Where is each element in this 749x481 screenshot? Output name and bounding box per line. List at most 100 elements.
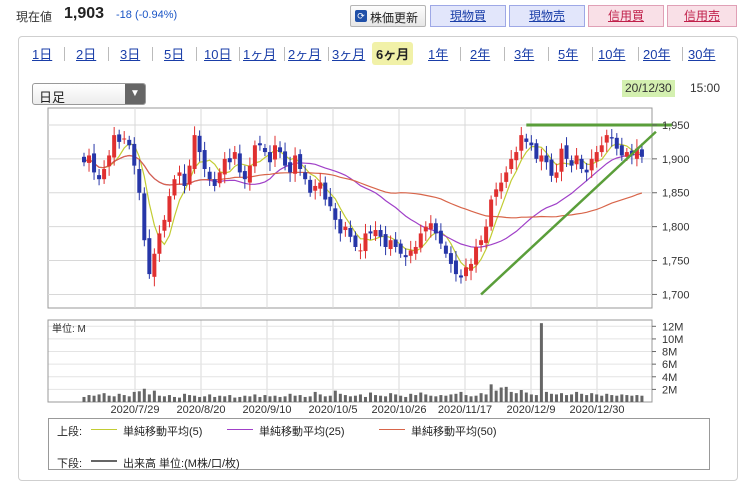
date-tick-label: 2020/10/26 — [371, 404, 426, 416]
candle-body — [293, 155, 298, 174]
candle-body — [333, 208, 338, 220]
tab-3m[interactable]: 3ヶ月 — [332, 47, 366, 62]
volume-bar — [323, 396, 327, 402]
volume-bar — [640, 395, 644, 402]
legend-ma50: 単純移動平均(50) — [411, 426, 497, 438]
tab-divider — [504, 47, 505, 61]
refresh-price-button[interactable]: ⟳ 株価更新 — [350, 5, 426, 27]
candle-body — [167, 196, 172, 222]
trend-lines — [480, 123, 672, 296]
candle-body — [433, 223, 438, 234]
volume-bar — [188, 395, 192, 402]
price-tick-label: 1,850 — [662, 188, 690, 200]
candle-body — [514, 152, 519, 161]
tab-1m[interactable]: 1ヶ月 — [243, 47, 277, 62]
price-tick-label: 1,700 — [662, 289, 690, 301]
candle-body — [443, 245, 448, 254]
volume-bar — [389, 393, 393, 402]
tab-30y[interactable]: 30年 — [688, 47, 716, 62]
candle-body — [127, 139, 132, 146]
candle-body — [92, 153, 97, 173]
candle-body — [408, 250, 413, 256]
candle-body — [313, 185, 318, 191]
volume-bar — [539, 323, 543, 402]
tab-5y[interactable]: 5年 — [558, 47, 579, 62]
candle-body — [187, 165, 192, 185]
candle-body — [489, 199, 494, 227]
volume-bar — [554, 394, 558, 402]
candle-body — [102, 169, 107, 180]
candle-body — [499, 182, 504, 192]
tab-2m[interactable]: 2ヶ月 — [288, 47, 322, 62]
volume-bar — [243, 395, 247, 402]
volume-bar — [348, 396, 352, 402]
candle-body — [428, 223, 433, 230]
tab-divider — [239, 47, 240, 61]
candle-body — [579, 158, 584, 170]
candle-body — [574, 155, 579, 165]
margin-sell-button[interactable]: 信用売 — [667, 5, 737, 27]
volume-bar — [399, 395, 403, 402]
price-tick-label: 1,950 — [662, 120, 690, 132]
volume-bar — [343, 395, 347, 402]
candle-body — [137, 169, 142, 193]
tab-divider — [682, 47, 683, 61]
candle-body — [624, 152, 629, 157]
tab-5d[interactable]: 5日 — [164, 47, 185, 62]
volume-bar — [374, 395, 378, 402]
tab-3y[interactable]: 3年 — [514, 47, 535, 62]
tab-divider — [64, 47, 65, 61]
volume-bar — [353, 395, 357, 402]
tab-2y[interactable]: 2年 — [470, 47, 491, 62]
cash-sell-button[interactable]: 現物売 — [509, 5, 585, 27]
candle-body — [212, 179, 217, 186]
candle-body — [207, 171, 212, 180]
candle-body — [222, 158, 227, 175]
candle-body — [594, 152, 599, 162]
volume-bar — [454, 393, 458, 402]
tab-10d[interactable]: 10日 — [204, 47, 232, 62]
volume-bar — [444, 395, 448, 402]
volume-bar — [469, 396, 473, 402]
tab-6m[interactable]: 6ヶ月 — [372, 42, 414, 65]
last-time: 15:00 — [690, 81, 721, 95]
volume-bar — [504, 386, 508, 402]
tab-1y[interactable]: 1年 — [428, 47, 449, 62]
candle-body — [554, 172, 559, 178]
volume-tick-label: 8M — [662, 347, 677, 359]
candlesticks — [82, 126, 644, 287]
tab-20y[interactable]: 20年 — [643, 47, 671, 62]
cash-buy-button[interactable]: 現物買 — [430, 5, 506, 27]
candle-body — [107, 155, 112, 167]
interval-select[interactable]: 日足 ▼ — [32, 83, 146, 105]
legend-ma5: 単純移動平均(5) — [123, 426, 203, 438]
tab-1d[interactable]: 1日 — [32, 47, 53, 62]
candle-body — [589, 158, 594, 171]
volume-bar — [534, 395, 538, 402]
candle-body — [423, 226, 428, 232]
volume-bar — [524, 392, 528, 402]
legend-ma50-swatch — [379, 429, 405, 430]
volume-bar — [203, 396, 207, 402]
tab-10y[interactable]: 10年 — [598, 47, 626, 62]
candle-body — [559, 148, 564, 172]
candle-body — [398, 243, 403, 254]
chevron-down-icon[interactable]: ▼ — [125, 84, 145, 104]
candle-body — [539, 155, 544, 162]
price-tick-label: 1,900 — [662, 154, 690, 166]
candle-body — [358, 250, 363, 252]
margin-buy-button[interactable]: 信用買 — [588, 5, 664, 27]
candle-body — [343, 226, 348, 231]
candle-body — [227, 158, 232, 163]
volume-tick-label: 2M — [662, 384, 677, 396]
tab-2d[interactable]: 2日 — [76, 47, 97, 62]
volume-bar — [213, 396, 217, 402]
volume-bar — [258, 396, 262, 402]
volume-bar — [499, 387, 503, 402]
current-price: 1,903 — [64, 5, 105, 22]
candle-body — [639, 149, 644, 157]
tab-3d[interactable]: 3日 — [120, 47, 141, 62]
volume-bar — [494, 390, 498, 402]
volume-bar — [580, 393, 584, 402]
